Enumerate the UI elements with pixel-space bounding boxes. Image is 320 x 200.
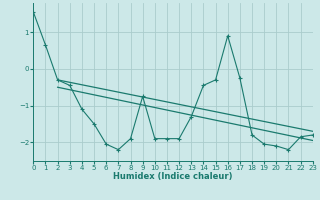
X-axis label: Humidex (Indice chaleur): Humidex (Indice chaleur) (113, 172, 233, 181)
